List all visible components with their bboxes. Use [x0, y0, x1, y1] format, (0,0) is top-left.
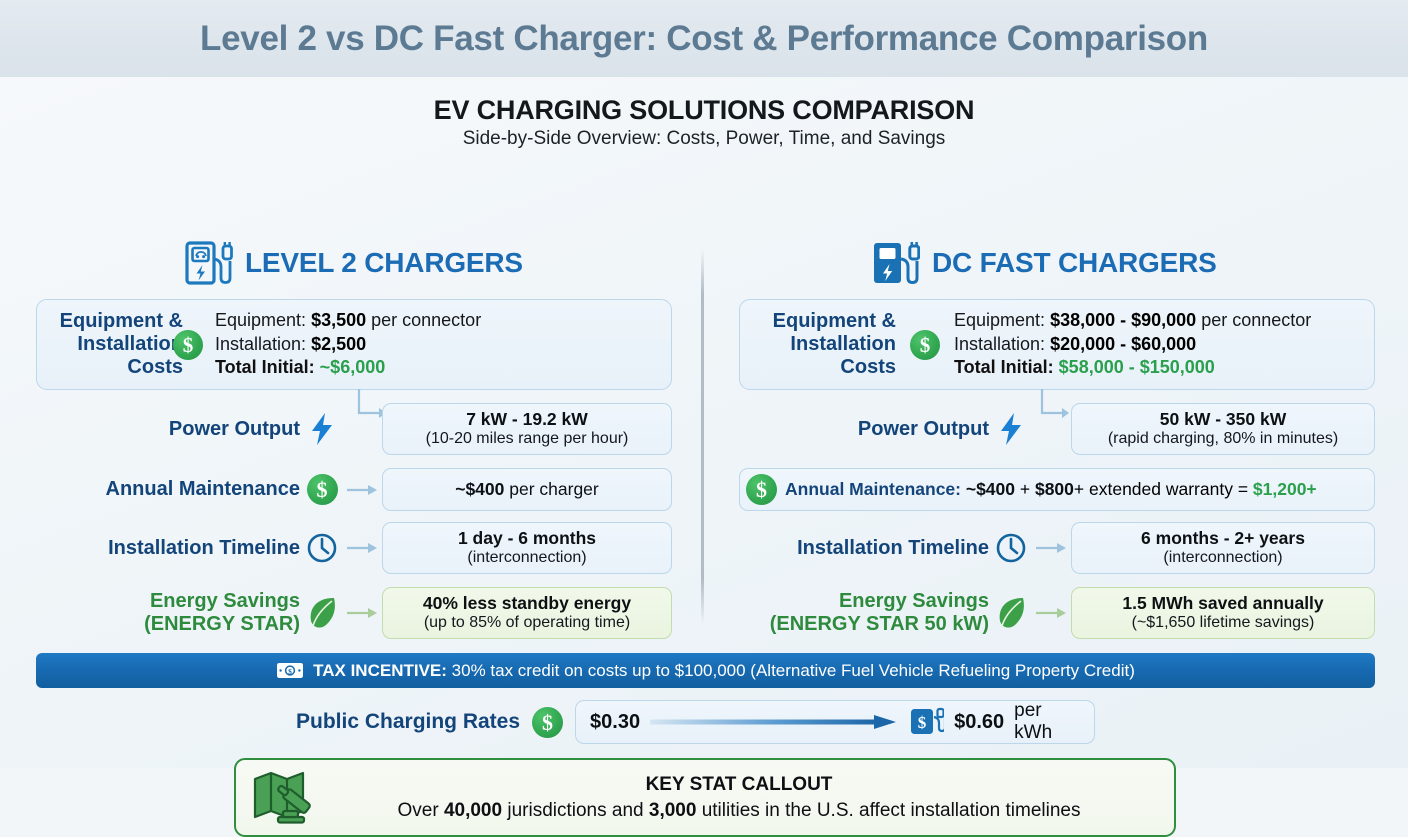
page-title-band: Level 2 vs DC Fast Charger: Cost & Perfo… [0, 0, 1408, 77]
svg-text:$: $ [288, 667, 292, 676]
value-main: 6 months - 2+ years [1141, 528, 1305, 549]
cost-line-installation-right: Installation: $20,000 - $60,000 [954, 333, 1197, 354]
row-power-output-left: Power Output 7 kW - 19.2 kW (10-20 miles… [36, 403, 672, 455]
low-price: $0.30 [590, 710, 641, 733]
infographic-title: EV CHARGING SOLUTIONS COMPARISON [433, 95, 975, 125]
value-main: 50 kW - 350 kW [1159, 409, 1287, 430]
page-title: Level 2 vs DC Fast Charger: Cost & Perfo… [200, 18, 1208, 58]
right-arrow-icon [1033, 541, 1071, 555]
row-annual-maintenance-left: Annual Maintenance $ ~$400 per charger [36, 468, 672, 511]
value-main: ~$400 per charger [455, 479, 599, 500]
row-label: Installation Timeline [797, 536, 989, 559]
ev-charging-station-solid-icon [870, 239, 920, 287]
banknote-icon: $ [276, 662, 304, 679]
right-arrow-icon [344, 606, 382, 620]
value-sub: (interconnection) [467, 548, 587, 566]
elbow-connector-right [1040, 389, 1069, 418]
infographic-canvas: EV CHARGING SOLUTIONS COMPARISON Side-by… [0, 77, 1408, 837]
value-box: ~$400 per charger [382, 468, 672, 511]
value-box: 7 kW - 19.2 kW (10-20 miles range per ho… [382, 403, 672, 455]
row-label: Installation Timeline [108, 536, 300, 559]
dollar-coin-icon: $ [173, 329, 203, 360]
value-sub: (~$1,650 lifetime savings) [1131, 613, 1315, 631]
value-box: 40% less standby energy (up to 85% of op… [382, 587, 672, 639]
charging-price-pump-icon: $ [910, 707, 945, 737]
public-charging-box: $0.30 $ $0.60 per kWh [575, 700, 1096, 744]
row-annual-maintenance-right: $ Annual Maintenance: ~$400 + $800+ exte… [739, 468, 1375, 511]
value-main: 1 day - 6 months [457, 528, 597, 549]
ev-charging-station-outline-icon [183, 239, 233, 287]
value-sub: (interconnection) [1163, 548, 1283, 566]
value-box: 1.5 MWh saved annually (~$1,650 lifetime… [1071, 587, 1375, 639]
right-arrow-icon [344, 483, 382, 497]
dollar-coin-icon: $ [300, 474, 344, 505]
tax-incentive-text: TAX INCENTIVE: 30% tax credit on costs u… [313, 660, 1135, 680]
cost-box-dcfast: Equipment & Installation Costs $ Equipme… [739, 299, 1375, 390]
row-label: Power Output [857, 417, 989, 440]
dollar-coin-icon: $ [910, 329, 940, 360]
annual-maintenance-inline-text: Annual Maintenance: ~$400 + $800+ extend… [785, 479, 1317, 499]
dollar-coin-icon: $ [532, 706, 564, 738]
column-divider [701, 249, 704, 624]
key-stat-callout: KEY STAT CALLOUT Over 40,000 jurisdictio… [234, 758, 1176, 837]
clock-icon [989, 532, 1033, 564]
value-box: 50 kW - 350 kW (rapid charging, 80% in m… [1071, 403, 1375, 455]
column-header-level2: LEVEL 2 CHARGERS [183, 239, 523, 287]
value-main: 1.5 MWh saved annually [1122, 593, 1324, 614]
value-main: 7 kW - 19.2 kW [466, 409, 588, 430]
cost-line-total-right: Total Initial: $58,000 - $150,000 [954, 357, 1215, 378]
column-heading-label-right: DC FAST CHARGERS [932, 247, 1217, 278]
map-gavel-icon [252, 767, 318, 829]
high-price: $0.60 [954, 710, 1005, 733]
row-label: Power Output [168, 417, 300, 440]
row-energy-savings-left: Energy Savings (ENERGY STAR) 40% less st… [36, 587, 672, 639]
cost-box-label-right: Equipment & Installation Costs [772, 309, 896, 379]
dollar-coin-icon: $ [746, 474, 777, 505]
column-header-dcfast: DC FAST CHARGERS [870, 239, 1217, 287]
lightning-bolt-icon [989, 412, 1033, 446]
leaf-icon [989, 595, 1033, 631]
value-box: 6 months - 2+ years (interconnection) [1071, 522, 1375, 574]
row-label: Annual Maintenance [105, 478, 300, 501]
clock-icon [300, 532, 344, 564]
value-sub: (up to 85% of operating time) [423, 613, 631, 631]
key-stat-body: Over 40,000 jurisdictions and 3,000 util… [397, 799, 1081, 821]
public-charging-label: Public Charging Rates [296, 710, 521, 733]
lightning-bolt-icon [300, 412, 344, 446]
right-arrow-gradient-icon [650, 714, 900, 730]
column-heading-label-left: LEVEL 2 CHARGERS [245, 247, 523, 278]
right-arrow-icon [344, 541, 382, 555]
public-charging-rates-row: Public Charging Rates $ $0.30 $ [296, 700, 1096, 744]
row-label: Energy Savings (ENERGY STAR 50 kW) [769, 590, 989, 635]
row-installation-timeline-left: Installation Timeline 1 day - 6 months (… [36, 522, 672, 574]
cost-box-level2: Equipment & Installation Costs $ Equipme… [36, 299, 672, 390]
right-arrow-icon [1033, 606, 1071, 620]
svg-text:$: $ [918, 713, 927, 732]
value-box: 1 day - 6 months (interconnection) [382, 522, 672, 574]
cost-line-equipment-left: Equipment: $3,500 per connector [215, 309, 482, 330]
cost-box-label-left: Equipment & Installation Costs [59, 309, 183, 379]
cost-line-total-left: Total Initial: ~$6,000 [215, 357, 386, 378]
row-energy-savings-right: Energy Savings (ENERGY STAR 50 kW) 1.5 M… [739, 587, 1375, 639]
tax-incentive-bar: $ TAX INCENTIVE: 30% tax credit on costs… [36, 653, 1375, 688]
row-installation-timeline-right: Installation Timeline 6 months - 2+ year… [739, 522, 1375, 574]
cost-line-equipment-right: Equipment: $38,000 - $90,000 per connect… [954, 309, 1312, 330]
leaf-icon [300, 595, 344, 631]
value-main: 40% less standby energy [422, 593, 632, 614]
row-power-output-right: Power Output 50 kW - 350 kW (rapid charg… [739, 403, 1375, 455]
price-unit: per kWh [1014, 700, 1053, 743]
value-sub: (rapid charging, 80% in minutes) [1107, 429, 1339, 447]
cost-line-installation-left: Installation: $2,500 [215, 333, 367, 354]
infographic-subtitle: Side-by-Side Overview: Costs, Power, Tim… [462, 128, 946, 149]
key-stat-title: KEY STAT CALLOUT [645, 773, 833, 795]
value-sub: (10-20 miles range per hour) [425, 429, 629, 447]
row-label: Energy Savings (ENERGY STAR) [144, 590, 300, 635]
